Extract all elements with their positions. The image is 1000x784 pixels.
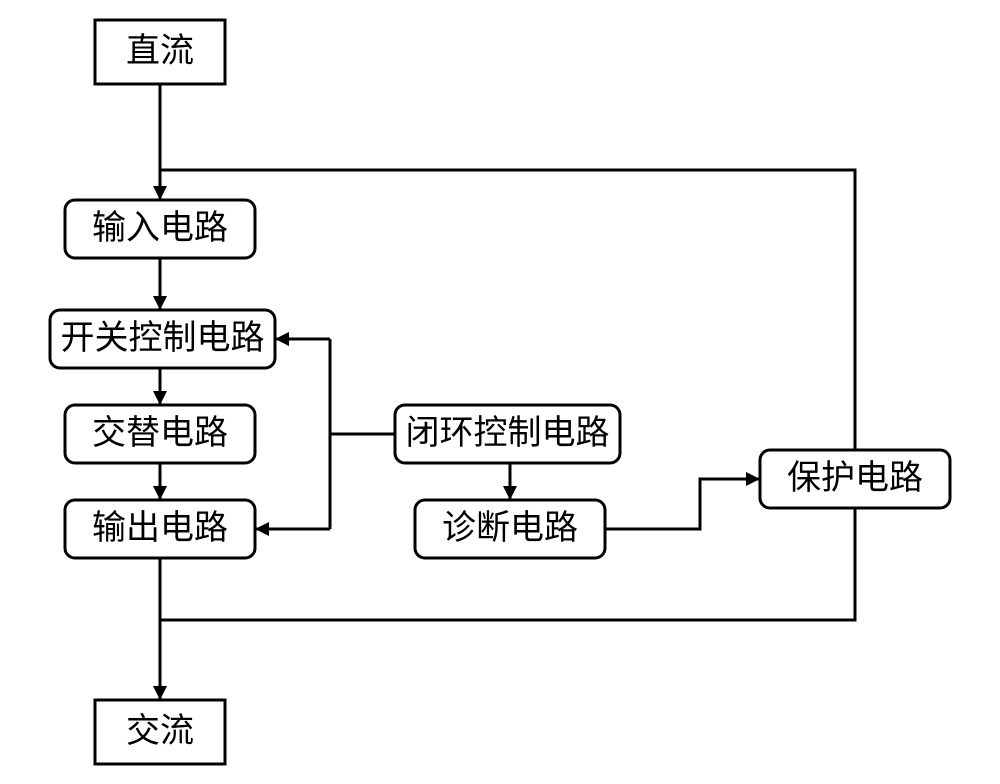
node-output-label: 输出电路 <box>92 509 228 547</box>
node-diag: 诊断电路 <box>415 500 605 558</box>
edge-diag-protect <box>605 479 760 529</box>
node-protect: 保护电路 <box>760 450 950 508</box>
node-ac-label: 交流 <box>126 712 194 750</box>
node-dc: 直流 <box>95 20 225 84</box>
node-dc-label: 直流 <box>126 32 194 70</box>
node-alt: 交替电路 <box>65 405 255 463</box>
node-diag-label: 诊断电路 <box>442 509 578 547</box>
nodes-layer: 直流输入电路开关控制电路交替电路输出电路 闭环控制电路诊断电路 保护电路交流 <box>50 20 950 764</box>
node-alt-label: 交替电路 <box>92 414 228 452</box>
node-input-label: 输入电路 <box>92 209 228 247</box>
flowchart-canvas: 直流输入电路开关控制电路交替电路输出电路 闭环控制电路诊断电路 保护电路交流 <box>0 0 1000 784</box>
node-ac: 交流 <box>95 700 225 764</box>
edges-layer <box>160 84 855 700</box>
node-protect-label: 保护电路 <box>787 459 923 497</box>
node-switch: 开关控制电路 <box>50 310 275 368</box>
node-output: 输出电路 <box>65 500 255 558</box>
node-closed: 闭环控制电路 <box>395 405 620 463</box>
node-switch-label: 开关控制电路 <box>61 319 265 357</box>
node-input: 输入电路 <box>65 200 255 258</box>
node-closed-label: 闭环控制电路 <box>406 414 610 452</box>
